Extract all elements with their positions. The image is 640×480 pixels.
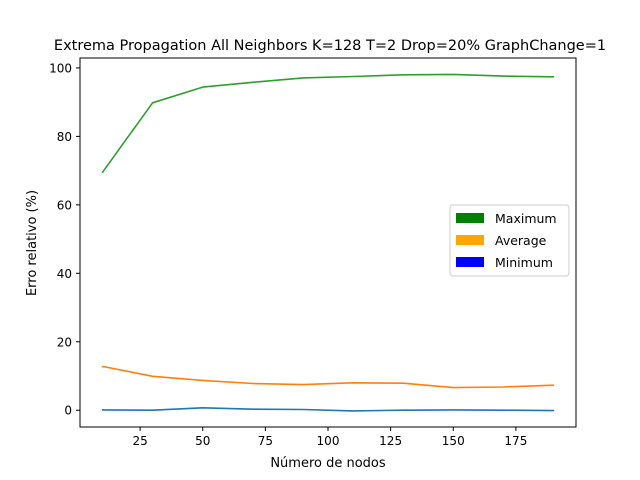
y-tick-label: 80: [57, 130, 72, 144]
y-tick-label: 100: [49, 61, 72, 75]
legend: Maximum Average Minimum: [449, 204, 570, 277]
plot-area-frame: [79, 57, 577, 428]
chart-title: Extrema Propagation All Neighbors K=128 …: [54, 38, 606, 54]
y-tick-label: 60: [57, 198, 72, 212]
legend-label-minimum: Minimum: [495, 255, 553, 270]
series-line-average: [101, 365, 555, 389]
series-line-maximum: [101, 73, 555, 174]
x-tick-label: 175: [504, 434, 527, 448]
x-axis-label: Número de nodos: [270, 456, 386, 471]
series-line-minimum: [101, 406, 555, 412]
x-tick-label: 150: [442, 434, 465, 448]
x-tick-label: 125: [379, 434, 402, 448]
y-tick-label: 40: [57, 267, 72, 281]
legend-label-maximum: Maximum: [495, 211, 557, 226]
y-axis-label: Erro relativo (%): [25, 190, 40, 296]
series-lines: [101, 73, 555, 412]
y-axis-ticks: 0 20 40 60 80 100: [49, 61, 80, 418]
legend-swatch-maximum: [456, 213, 484, 223]
x-tick-label: 75: [258, 434, 273, 448]
legend-swatch-average: [456, 235, 484, 245]
x-axis-ticks: 25 50 75 100 125 150 175: [132, 427, 527, 448]
x-tick-label: 50: [195, 434, 210, 448]
x-tick-label: 25: [132, 434, 147, 448]
y-tick-label: 20: [57, 335, 72, 349]
legend-swatch-minimum: [456, 257, 484, 267]
x-tick-label: 100: [317, 434, 340, 448]
y-tick-label: 0: [64, 404, 72, 418]
legend-label-average: Average: [495, 233, 547, 248]
